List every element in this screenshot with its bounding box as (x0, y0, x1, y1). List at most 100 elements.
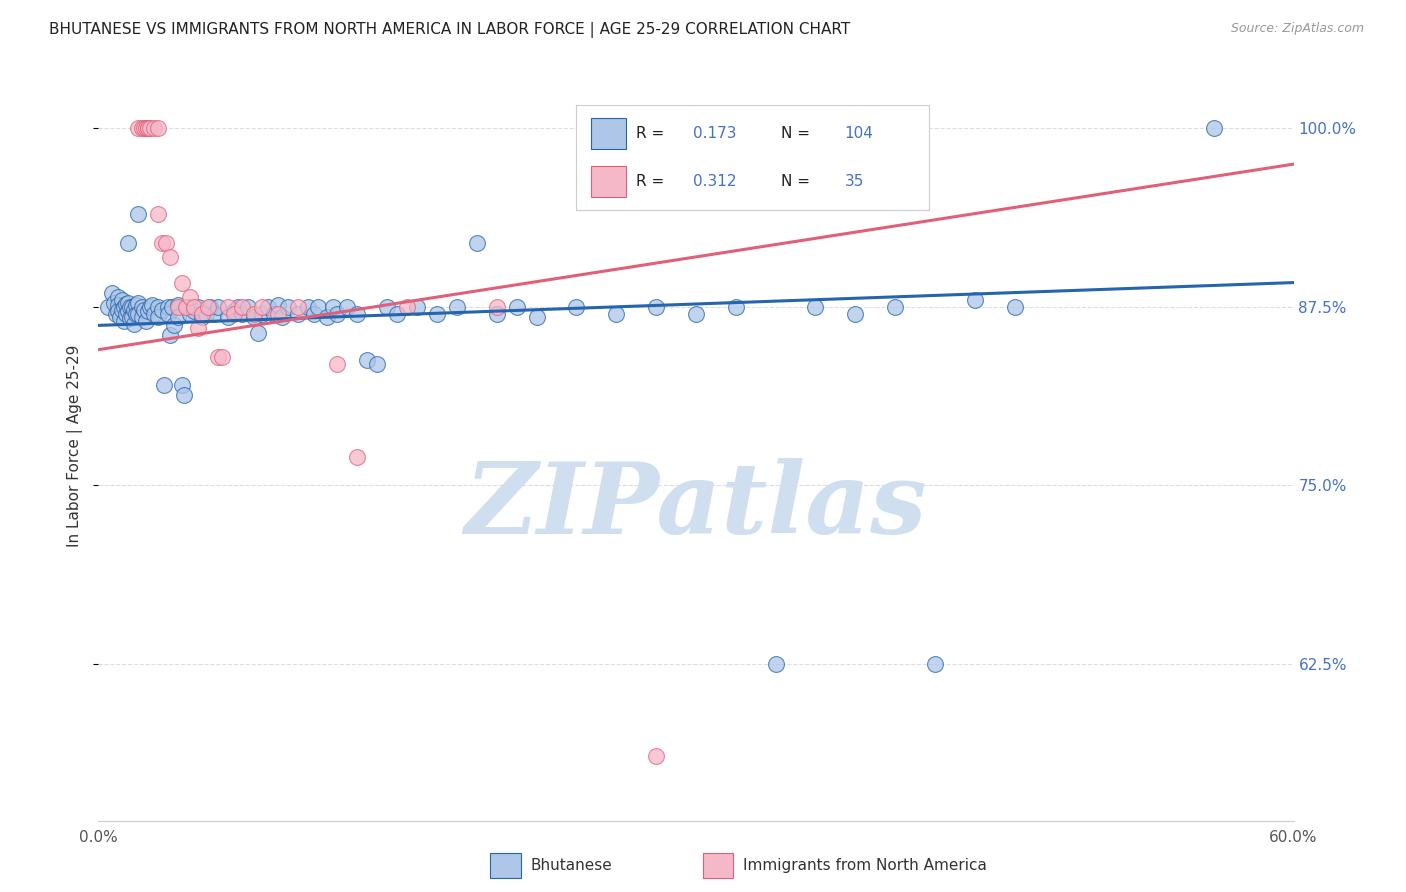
Point (506, 300, 529, 314)
Point (485, 300, 508, 314)
Point (297, 300, 319, 314)
Point (127, 307, 149, 321)
Point (287, 300, 309, 314)
Point (105, 307, 128, 321)
Point (121, 300, 143, 314)
Point (231, 300, 253, 314)
Point (157, 307, 180, 321)
Point (136, 304, 159, 318)
Point (222, 307, 245, 321)
Point (124, 302, 146, 317)
Point (804, 300, 827, 314)
Point (121, 310, 143, 324)
Point (110, 310, 132, 324)
Point (101, 285, 124, 300)
Point (125, 298, 148, 312)
Point (131, 121, 153, 136)
Point (155, 235, 177, 250)
Point (141, 298, 163, 312)
Point (136, 121, 159, 136)
Point (160, 300, 183, 314)
FancyBboxPatch shape (703, 853, 734, 878)
Point (124, 317, 146, 331)
Point (526, 310, 548, 324)
Point (117, 235, 139, 250)
Point (211, 350, 233, 364)
Point (645, 749, 668, 764)
Point (346, 450, 368, 464)
Point (150, 302, 173, 317)
Point (117, 304, 139, 318)
Point (724, 300, 747, 314)
Point (183, 300, 205, 314)
Point (173, 388, 195, 402)
Point (250, 307, 273, 321)
Point (107, 290, 129, 304)
Point (243, 307, 266, 321)
Point (134, 302, 156, 317)
Point (117, 295, 139, 310)
Point (148, 207, 170, 221)
Point (111, 293, 134, 307)
Point (231, 307, 253, 321)
Point (143, 307, 166, 321)
Point (120, 300, 142, 314)
Point (157, 300, 180, 314)
Point (963, 293, 986, 307)
Point (465, 235, 488, 250)
Point (167, 310, 190, 324)
Point (143, 121, 166, 136)
Point (115, 297, 138, 311)
Point (884, 300, 907, 314)
Point (356, 352, 378, 367)
Text: BHUTANESE VS IMMIGRANTS FROM NORTH AMERICA IN LABOR FORCE | AGE 25-29 CORRELATIO: BHUTANESE VS IMMIGRANTS FROM NORTH AMERI… (49, 22, 851, 38)
Point (396, 300, 419, 314)
Point (326, 307, 349, 321)
Point (148, 121, 170, 136)
Point (366, 357, 388, 371)
Point (136, 121, 159, 136)
Point (485, 307, 508, 321)
Point (187, 300, 209, 314)
Text: Immigrants from North America: Immigrants from North America (744, 858, 987, 872)
Point (131, 300, 153, 314)
Point (270, 310, 292, 324)
Point (277, 300, 299, 314)
Point (565, 300, 588, 314)
Point (446, 300, 468, 314)
Point (263, 307, 285, 321)
Point (326, 357, 349, 371)
Point (112, 300, 135, 314)
Point (107, 304, 129, 318)
Point (127, 295, 149, 310)
Point (167, 300, 190, 314)
Point (346, 307, 368, 321)
Point (159, 328, 181, 343)
Point (172, 378, 194, 392)
Point (153, 378, 176, 392)
Point (163, 318, 186, 333)
Point (131, 310, 153, 324)
Point (191, 307, 214, 321)
Point (322, 300, 344, 314)
Point (150, 235, 173, 250)
Point (336, 300, 359, 314)
Point (765, 657, 787, 671)
Point (924, 657, 946, 671)
Point (148, 300, 170, 314)
FancyBboxPatch shape (491, 853, 520, 878)
Text: Bhutanese: Bhutanese (531, 858, 613, 872)
Point (179, 290, 201, 304)
Point (177, 300, 200, 314)
Point (191, 310, 214, 324)
Point (406, 300, 429, 314)
Point (226, 300, 249, 314)
Point (159, 250, 181, 264)
Point (605, 307, 627, 321)
Point (187, 321, 209, 335)
Point (148, 310, 170, 324)
Point (287, 307, 309, 321)
Point (120, 311, 142, 326)
Point (167, 298, 190, 312)
Point (172, 276, 194, 290)
